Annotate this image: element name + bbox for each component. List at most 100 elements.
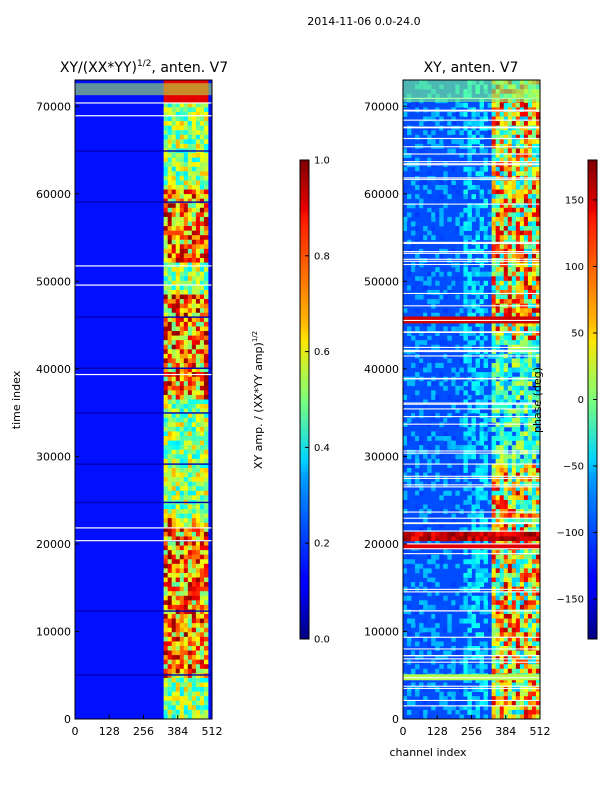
heat-cell: [403, 531, 408, 537]
heat-cell: [171, 285, 177, 291]
heat-cell: [515, 550, 521, 556]
heat-cell: [507, 394, 513, 400]
heat-cell: [179, 353, 185, 359]
heat-cell: [515, 486, 521, 492]
heat-cell: [471, 504, 476, 510]
heat-cell: [431, 216, 436, 222]
heat-cell: [195, 335, 201, 341]
heat-cell: [463, 285, 468, 291]
heat-cell: [503, 568, 509, 574]
heat-cell: [467, 289, 472, 295]
heat-cell: [499, 134, 505, 140]
heat-cell: [459, 426, 464, 432]
heat-cell: [447, 463, 452, 469]
heat-cell: [515, 623, 521, 629]
heat-cell: [427, 536, 432, 542]
heat-cell: [511, 563, 517, 569]
heat-cell: [203, 636, 209, 642]
heat-cell: [411, 422, 416, 428]
heat-cell: [203, 139, 209, 145]
heat-cell: [483, 226, 489, 232]
heat-cell: [183, 454, 189, 460]
heat-cell: [195, 130, 201, 136]
heat-cell: [491, 340, 497, 346]
heat-cell: [483, 531, 489, 537]
heat-cell: [487, 531, 493, 537]
heat-cell: [531, 289, 537, 295]
heat-dropout-line: [75, 463, 212, 465]
heat-cell: [471, 554, 476, 560]
heat-cell: [531, 413, 537, 419]
heat-cell: [471, 189, 476, 195]
heat-cell: [163, 335, 169, 341]
heat-cell: [163, 705, 169, 711]
heat-cell: [171, 367, 177, 373]
heat-cell: [187, 153, 193, 158]
heat-cell: [511, 198, 517, 204]
heat-cell: [435, 668, 440, 674]
heat-cell: [515, 700, 521, 706]
heat-cell: [523, 280, 529, 286]
heat-cell: [495, 203, 501, 209]
heat-cell: [511, 258, 517, 263]
heat-cell: [483, 568, 489, 574]
heat-cell: [463, 422, 468, 428]
heat-cell: [495, 445, 501, 451]
heat-cell: [179, 531, 185, 537]
heat-cell: [203, 540, 209, 546]
heat-cell: [531, 691, 537, 697]
heat-cell: [515, 650, 521, 656]
heat-cell: [523, 490, 529, 496]
heat-cell: [423, 687, 428, 693]
heat-cell: [411, 189, 416, 195]
heat-cell: [479, 426, 484, 432]
heat-cell: [163, 349, 169, 355]
heat-cell: [451, 595, 456, 601]
heat-cell: [167, 139, 173, 145]
heat-cell: [507, 326, 513, 332]
heat-cell: [495, 518, 501, 524]
heat-cell: [203, 125, 209, 131]
heat-cell: [427, 289, 432, 295]
heat-cell: [495, 426, 501, 432]
heat-cell: [199, 367, 205, 373]
heat-cell: [203, 244, 209, 250]
heat-cell: [455, 326, 460, 332]
heat-cell: [179, 326, 185, 332]
heat-cell: [479, 664, 484, 670]
heat-cell: [515, 577, 521, 583]
heat-cell: [191, 404, 197, 410]
heat-cell: [187, 568, 193, 574]
heat-cell: [175, 203, 181, 209]
heat-cell: [459, 157, 464, 163]
heat-cell: [439, 180, 444, 186]
heat-cell: [535, 203, 540, 209]
heat-cell: [191, 454, 197, 460]
heat-cell: [423, 582, 428, 588]
heat-cell: [431, 449, 436, 455]
heat-cell: [415, 632, 420, 638]
heat-cell: [183, 481, 189, 487]
heat-cell: [175, 253, 181, 259]
heat-cell: [531, 340, 537, 346]
colorbar-tick-label: 0.8: [314, 251, 330, 262]
heat-cell: [195, 175, 201, 181]
heat-cell: [431, 102, 436, 108]
heat-cell: [195, 340, 201, 346]
heat-cell: [203, 582, 209, 588]
heat-cell: [199, 116, 205, 122]
heat-cell: [175, 130, 181, 136]
heat-cell: [167, 700, 173, 706]
heat-cell: [503, 591, 509, 597]
heat-cell: [419, 358, 424, 364]
y-tick-label: 40000: [364, 363, 399, 376]
heat-cell: [199, 253, 205, 259]
heat-cell: [435, 299, 440, 305]
heat-cell: [419, 262, 424, 268]
heat-cell: [415, 655, 420, 661]
heat-cell: [199, 349, 205, 355]
heat-cell: [491, 390, 497, 396]
heat-cell: [475, 577, 480, 583]
heat-cell: [511, 308, 517, 314]
heat-gap-line: [403, 661, 540, 663]
